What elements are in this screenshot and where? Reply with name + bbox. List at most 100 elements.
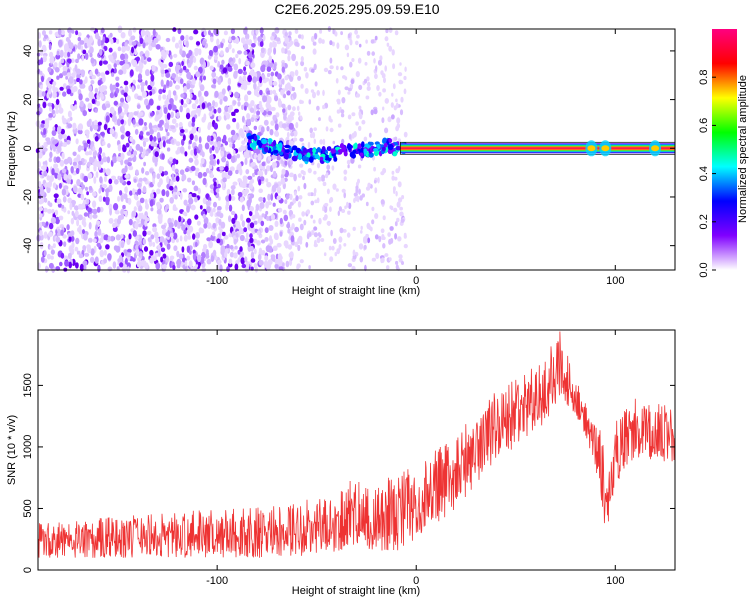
spectrogram-cell	[249, 107, 255, 113]
spectrogram-cell	[194, 134, 199, 142]
spectrogram-cell	[172, 104, 177, 112]
spectrogram-cell	[50, 249, 56, 255]
spectrogram-cell	[197, 254, 202, 263]
spectrogram-cell	[250, 178, 255, 184]
spectrogram-cell	[232, 100, 237, 105]
spectrogram-cell	[258, 259, 264, 266]
spectrogram-cell	[366, 76, 370, 82]
spectrogram-cell	[319, 139, 324, 145]
spectrogram-cell	[97, 264, 101, 273]
spectrogram-cell	[273, 232, 279, 240]
spectrogram-cell	[156, 202, 161, 210]
spectrogram-cell	[168, 61, 174, 68]
spectrogram-cell	[238, 58, 242, 65]
spectrogram-cell	[335, 188, 339, 192]
spectrogram-cell	[122, 204, 126, 210]
spectrogram-cell	[80, 182, 84, 187]
spectrogram-cell	[146, 57, 152, 62]
spectrogram-cell	[92, 200, 97, 208]
spectrogram-cell	[356, 34, 360, 39]
spectrogram-cell	[232, 118, 237, 123]
spectrogram-cell	[194, 171, 199, 177]
spectrogram-cell	[120, 112, 125, 117]
spectrogram-cell	[248, 39, 253, 46]
spectrogram-cell	[176, 250, 180, 258]
spectrogram-cell	[89, 212, 93, 220]
spectrogram-cell	[304, 88, 309, 94]
spectrogram-cell	[367, 182, 371, 188]
spectrogram-cell	[84, 52, 89, 60]
spectrogram-cell	[294, 191, 297, 196]
spectrogram-cell	[92, 146, 96, 152]
spectrogram-cell	[150, 112, 154, 117]
spectrogram-cell	[239, 168, 243, 176]
spectrogram-cell	[280, 177, 286, 185]
spectrogram-cell	[110, 235, 115, 242]
spectrogram-cell	[329, 57, 333, 64]
spectrogram-cell	[313, 226, 318, 231]
spectrogram-cell	[189, 93, 193, 99]
spectrogram-cell	[291, 223, 295, 230]
spectrogram-cell	[137, 42, 141, 47]
spectrogram-cell	[265, 178, 269, 183]
spectrogram-cell	[221, 231, 226, 237]
spectrogram-cell	[67, 210, 71, 215]
spectrogram-cell	[287, 244, 293, 250]
spectrogram-cell	[398, 197, 403, 203]
spectrogram-cell	[38, 180, 42, 188]
spectrogram-cell	[209, 184, 215, 190]
spectrogram-cell	[188, 225, 194, 233]
spectrogram-cell	[77, 203, 83, 210]
spectrogram-cell	[380, 199, 385, 205]
spectrogram-cell	[299, 115, 303, 120]
spectrogram-cell	[91, 98, 96, 105]
spectrogram-cell	[210, 172, 214, 179]
spectrogram-cell	[278, 255, 283, 261]
spectrogram-cell	[228, 193, 232, 202]
spectrogram-cell	[93, 124, 99, 131]
spectrogram-cell	[156, 131, 161, 139]
spectrogram-cell	[240, 84, 244, 90]
spectrogram-cell	[294, 241, 299, 248]
constant-frequency-line	[400, 147, 675, 150]
spectrogram-cell	[38, 206, 44, 212]
spectrogram-cell	[58, 182, 63, 189]
spectrogram-cell	[97, 38, 102, 47]
line-bump-core	[587, 145, 596, 152]
spectrogram-cell	[251, 215, 256, 221]
spectrogram-cell	[213, 45, 219, 53]
spectrogram-cell	[264, 168, 268, 176]
spectrogram-cell	[49, 245, 54, 250]
spectrogram-cell	[174, 93, 178, 101]
spectrogram-cell	[187, 145, 191, 150]
spectrogram-cell	[249, 245, 254, 252]
spectrogram-cell	[65, 37, 70, 42]
spectrogram-cell	[347, 91, 351, 95]
spectrogram-cell	[129, 190, 133, 196]
spectrogram-cell	[75, 167, 80, 175]
spectrogram-cell	[196, 220, 201, 226]
spectrogram-cell	[86, 133, 90, 139]
spectrogram-cell	[318, 37, 323, 44]
colorbar-tick-label: 0.0	[698, 262, 710, 277]
ridge-cell	[363, 148, 368, 155]
spectrogram-cell	[142, 126, 146, 133]
spectrogram-cell	[204, 142, 210, 150]
x-tick-label: 0	[413, 275, 419, 287]
spectrogram-cell	[279, 231, 283, 237]
spectrogram-cell	[61, 204, 65, 209]
spectrogram-cell	[60, 128, 65, 135]
spectrogram-cell	[291, 214, 296, 219]
spectrogram-cell	[141, 167, 145, 174]
spectrogram-cell	[244, 188, 249, 194]
spectrogram-cell	[397, 236, 402, 242]
spectrogram-cell	[347, 263, 353, 268]
ridge-cell	[357, 143, 362, 150]
spectrogram-cell	[312, 41, 317, 46]
spectrogram-cell	[179, 48, 183, 55]
spectrogram-cell	[155, 262, 161, 270]
spectrogram-cell	[40, 57, 44, 65]
spectrogram-cell	[298, 195, 303, 200]
spectrogram-cell	[106, 156, 111, 164]
